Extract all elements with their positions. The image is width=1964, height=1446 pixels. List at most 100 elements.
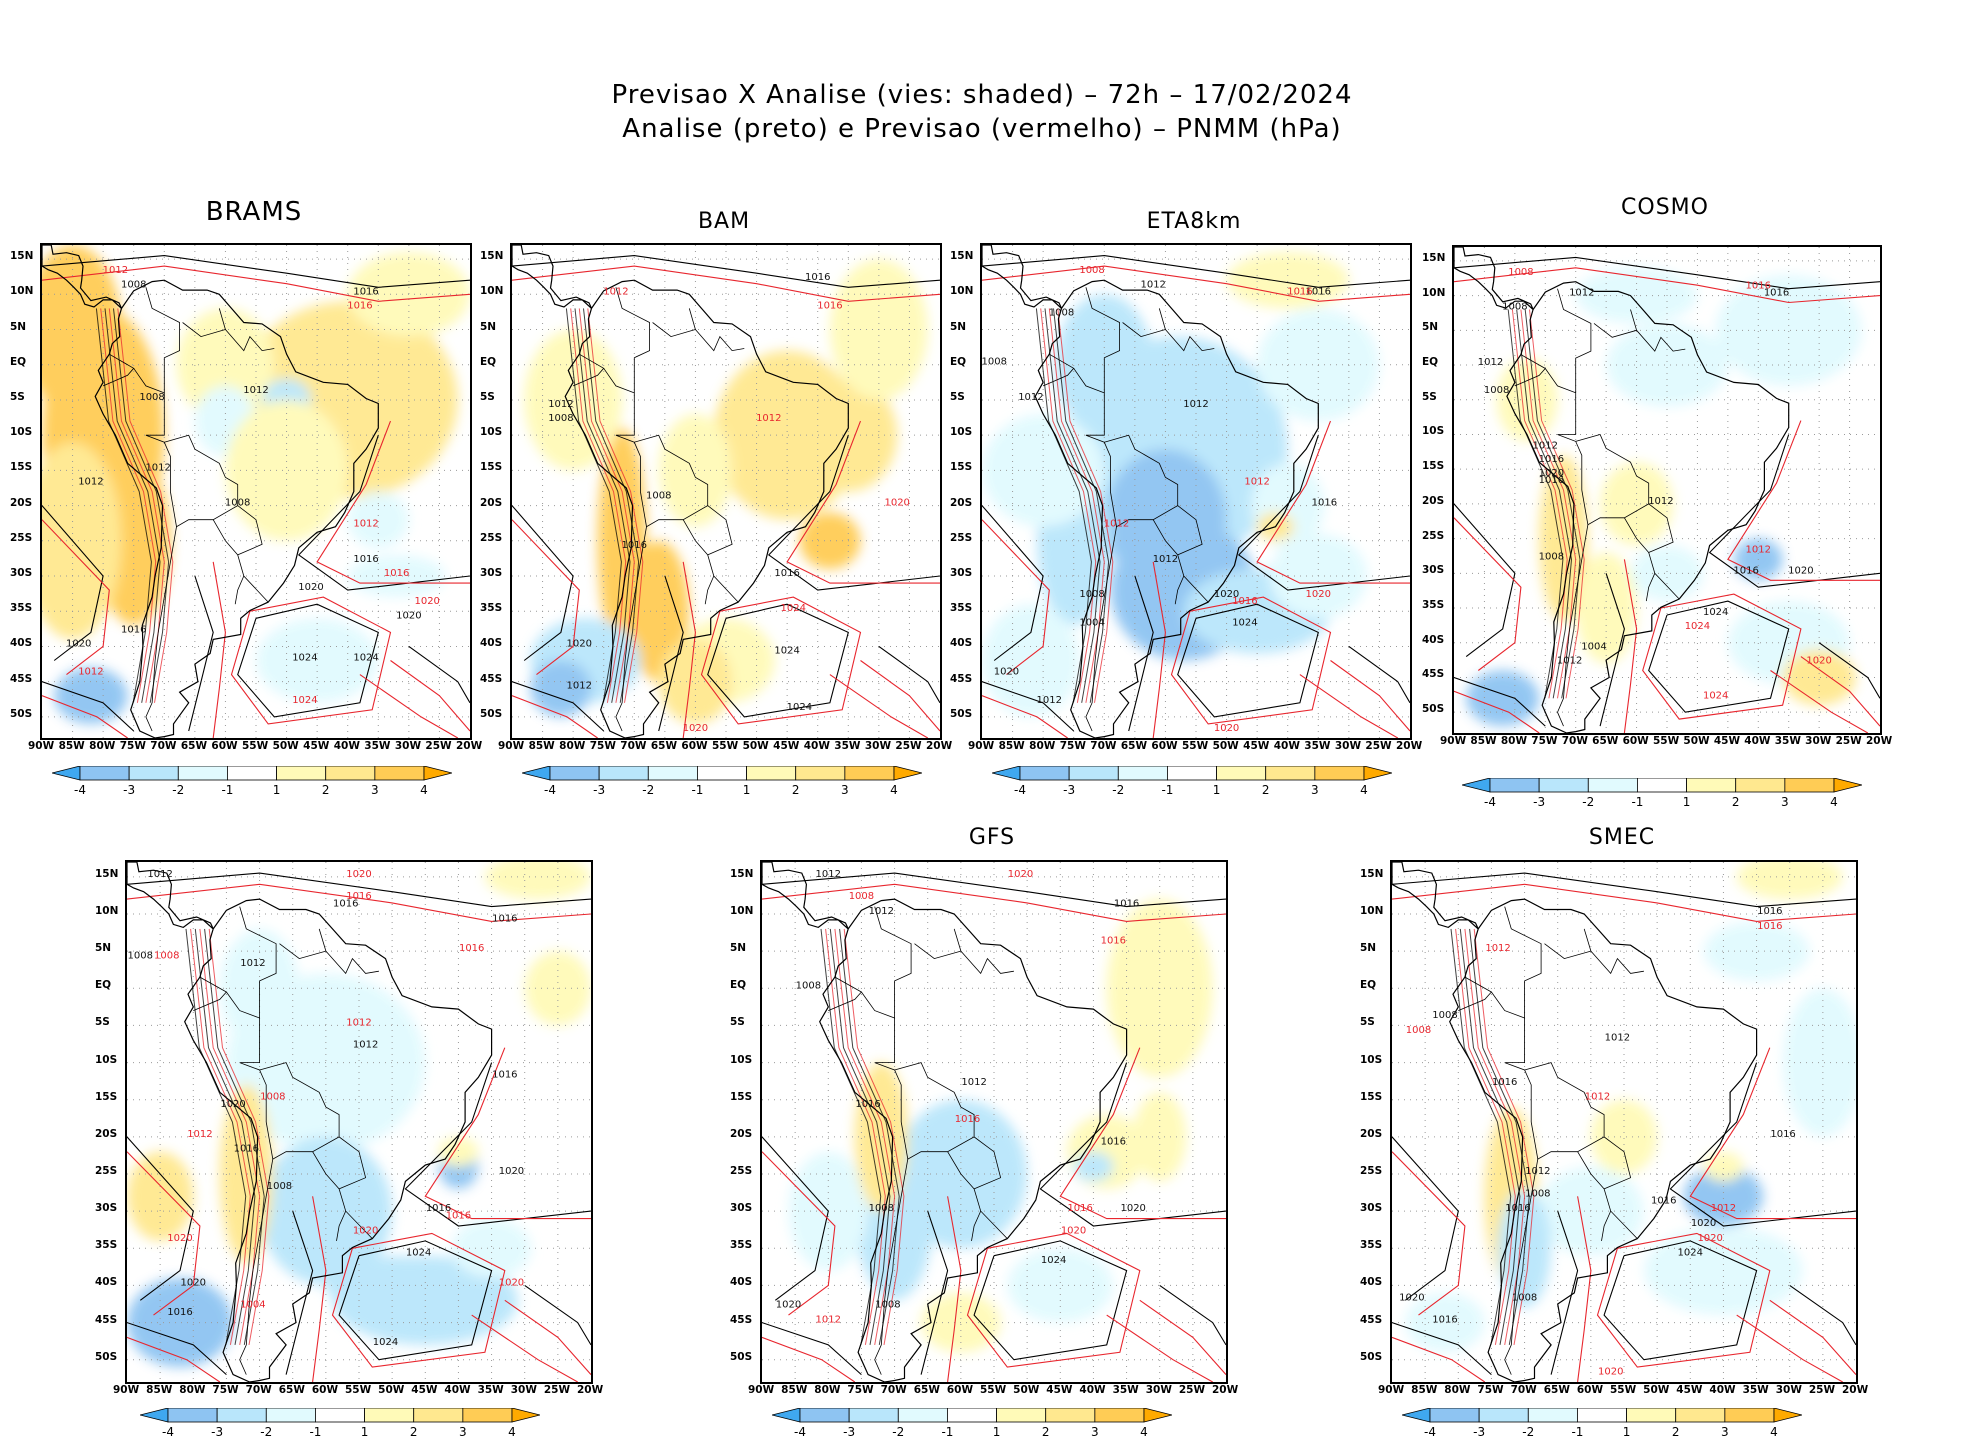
contour-label: 1016	[622, 540, 647, 551]
longitude-tick-label: 65W	[1592, 735, 1619, 747]
contour-label: 1016	[1306, 286, 1331, 297]
contour-label: 1012	[1605, 1032, 1630, 1043]
contour-labels: 1012 1008 1016 1016 1008 1012 1012 1012 1008 1012…	[66, 265, 440, 706]
colorbar-tick-label: 2	[1732, 795, 1740, 809]
longitude-tick-label: 90W	[498, 740, 525, 752]
contour-label: 1012	[756, 413, 781, 424]
isobar-line	[1454, 676, 1546, 727]
contour-label: 1012	[240, 958, 265, 969]
latitude-tick-label: 35S	[95, 1239, 118, 1252]
colorbar-tick-label: -4	[1014, 783, 1026, 797]
panel-title: BRAMS	[205, 197, 303, 227]
map-canvas: 1012 1020 1008 1012 1016 1016 1008 1012 1016 1016…	[762, 862, 1226, 1382]
latitude-tick-label: 15S	[10, 461, 33, 474]
isobar-line	[1642, 593, 1802, 720]
isobar-line	[1599, 573, 1625, 727]
longitude-tick-label: 45W	[411, 1384, 438, 1396]
isobar-line	[839, 928, 900, 1345]
bias-region	[530, 660, 592, 717]
contour-label: 1012	[1140, 279, 1165, 290]
contour-label: 1008	[154, 951, 179, 962]
isobar-line	[1177, 603, 1319, 718]
latitude-tick-label: 10N	[950, 285, 974, 298]
isobar-line	[1237, 435, 1410, 591]
latitude-tick-label: 25S	[950, 531, 973, 544]
isobar-line	[42, 255, 470, 288]
bias-region	[451, 1218, 532, 1278]
latitude-tick-label: 35S	[480, 602, 503, 615]
contour-label: 1016	[1746, 281, 1771, 292]
latitude-tick-label: 50S	[1422, 703, 1445, 716]
contour-label: 1020	[1691, 1218, 1716, 1229]
isobar-contours	[1392, 872, 1856, 1382]
isobar-line	[1170, 596, 1332, 725]
bias-region	[1703, 1151, 1744, 1182]
longitude-tick-label: 90W	[28, 740, 55, 752]
longitude-tick-label: 65W	[650, 740, 678, 752]
contour-label: 1012	[1585, 1092, 1610, 1103]
isobar-line	[1059, 1047, 1226, 1220]
longitude-tick-label: 70W	[245, 1384, 272, 1396]
isobar-line	[404, 1062, 591, 1227]
longitude-tick-label: 30W	[864, 740, 892, 752]
colorbar-tick-label: 3	[371, 783, 379, 797]
colorbar: -4 -3 -2 -1 1 2 3 4	[1401, 1407, 1803, 1446]
latitude-tick-label: 5N	[730, 942, 747, 955]
isobar-line	[1818, 642, 1880, 699]
latitude-tick-label: 20S	[95, 1127, 118, 1140]
contour-label: 1012	[78, 476, 103, 487]
longitude-tick-label: 60W	[211, 740, 238, 752]
contour-label: 1020	[1399, 1292, 1424, 1303]
isobar-line	[786, 420, 940, 584]
country-borders	[102, 287, 275, 732]
coastline-south-america	[1506, 281, 1790, 733]
contour-label: 1024	[373, 1337, 398, 1348]
colorbar-tick-label: -1	[1571, 1425, 1583, 1439]
latitude-tick-label: 25S	[1422, 529, 1445, 542]
isobar-line	[982, 695, 1068, 738]
contour-label: 1016	[1505, 1203, 1530, 1214]
latitude-tick-label: 45S	[730, 1313, 753, 1326]
isobar-line	[408, 645, 470, 704]
isobar-line	[1044, 308, 1101, 703]
contour-label: 1020	[1061, 1225, 1086, 1236]
latitude-tick-label: 20S	[950, 496, 973, 509]
bias-region	[1783, 988, 1856, 1137]
longitude-tick-label: 35W	[477, 1384, 504, 1396]
contour-label: 1016	[1114, 899, 1139, 910]
panel-title: ETA8km	[1146, 209, 1242, 234]
latitude-tick-label: 5N	[95, 942, 112, 955]
country-borders	[828, 906, 1014, 1375]
longitude-tick-label: 20W	[1866, 735, 1893, 747]
latitude-tick-label: 20S	[1422, 494, 1445, 507]
colorbar-tick-label: -4	[1484, 795, 1496, 809]
isobar-line	[1128, 575, 1154, 732]
longitude-tick-label: 65W	[1120, 740, 1148, 752]
colorbar-tick-label: 4	[1770, 1425, 1778, 1439]
contour-label: 1020	[776, 1300, 801, 1311]
contour-label: 1012	[1557, 656, 1582, 667]
isobar-line	[762, 872, 1226, 908]
contour-label: 1024	[353, 653, 378, 664]
latitude-tick-label: 50S	[730, 1350, 753, 1363]
latitude-tick-label: EQ	[730, 979, 747, 992]
longitude-tick-label: 60W	[1622, 735, 1649, 747]
latitude-tick-label: 25S	[730, 1165, 753, 1177]
contour-label: 1020	[499, 1166, 524, 1177]
contour-label: 1008	[1525, 1188, 1550, 1199]
bias-region	[658, 414, 733, 527]
colorbar-tick-label: 3	[1781, 795, 1789, 809]
contour-label: 1012	[548, 399, 573, 410]
latitude-tick-label: 10S	[10, 426, 33, 439]
longitude-tick-label: 55W	[1182, 740, 1209, 752]
contour-label: 1008	[260, 1092, 285, 1103]
isobar-line	[297, 435, 470, 591]
latitude-tick-label: 45S	[10, 672, 33, 685]
latitude-tick-label: 30S	[950, 567, 973, 579]
isobar-line	[1648, 600, 1790, 713]
grid-lines	[982, 245, 1410, 738]
isobar-line	[212, 561, 226, 738]
latitude-tick-label: 15S	[730, 1090, 753, 1103]
colorbar-tick-label: 2	[322, 783, 330, 797]
contour-label: 1016	[353, 286, 378, 297]
